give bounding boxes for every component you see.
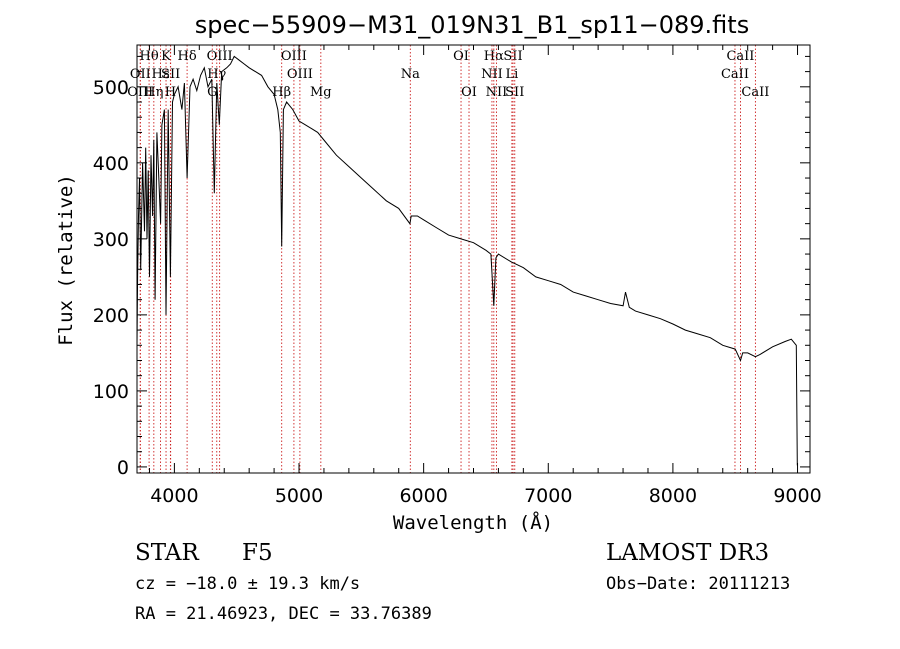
line-label: OIII <box>207 49 233 64</box>
plot-frame <box>136 44 811 474</box>
line-label: SII <box>503 49 522 64</box>
line-label: H <box>165 85 176 100</box>
obs-date: Obs−Date: 20111213 <box>606 574 790 594</box>
survey-name: LAMOST DR3 <box>606 540 769 566</box>
redshift-cz: cz = −18.0 ± 19.3 km/s <box>135 574 360 594</box>
y-tick-label: 200 <box>93 305 129 327</box>
y-tick-label: 300 <box>93 229 129 251</box>
y-tick-label: 100 <box>93 381 129 403</box>
line-label: CaII <box>741 85 769 100</box>
line-label: OI <box>453 49 469 64</box>
line-label: NII <box>481 67 503 82</box>
x-tick-label: 8000 <box>649 485 697 507</box>
line-label: SII <box>505 85 524 100</box>
y-tick-label: 0 <box>117 457 129 479</box>
object-class: STAR <box>135 540 199 566</box>
line-label: OIII <box>281 49 307 64</box>
x-tick-label: 9000 <box>773 485 821 507</box>
line-label: Hδ <box>178 49 197 64</box>
line-label: Hη <box>144 85 163 100</box>
line-label: Na <box>401 67 420 82</box>
line-label: OIII <box>127 85 153 100</box>
line-label: CaII <box>726 49 754 64</box>
line-label: Hγ <box>207 67 226 82</box>
ra-dec: RA = 21.46923, DEC = 33.76389 <box>135 604 432 624</box>
axis-ticks: 4000 5000 6000 7000 8000 9000 0 100 200 300 400 500 <box>93 45 822 507</box>
line-label: Li <box>505 67 518 82</box>
line-label: CaII <box>721 67 749 82</box>
line-label: Hβ <box>272 85 291 100</box>
line-label: Hε <box>152 67 170 82</box>
line-label: K <box>161 49 171 64</box>
object-subclass: F5 <box>242 540 273 566</box>
x-tick-label: 4000 <box>150 485 198 507</box>
line-label: OI <box>461 85 477 100</box>
y-tick-label: 500 <box>93 77 129 99</box>
y-axis-label: Flux (relative) <box>55 174 77 346</box>
x-tick-label: 6000 <box>399 485 447 507</box>
series-layer <box>136 55 798 466</box>
line-label: Mg <box>310 85 332 100</box>
x-axis-label: Wavelength (Å) <box>393 511 553 534</box>
spectrum-line <box>136 55 798 466</box>
line-label: NII <box>486 85 508 100</box>
chart-title: spec−55909−M31_019N31_B1_sp11−089.fits <box>195 11 749 39</box>
line-label: OIII <box>287 67 313 82</box>
line-label: Hα <box>484 49 504 64</box>
x-tick-label: 5000 <box>275 485 323 507</box>
line-label: Hθ <box>140 49 159 64</box>
x-tick-label: 7000 <box>524 485 572 507</box>
y-tick-label: 400 <box>93 153 129 175</box>
